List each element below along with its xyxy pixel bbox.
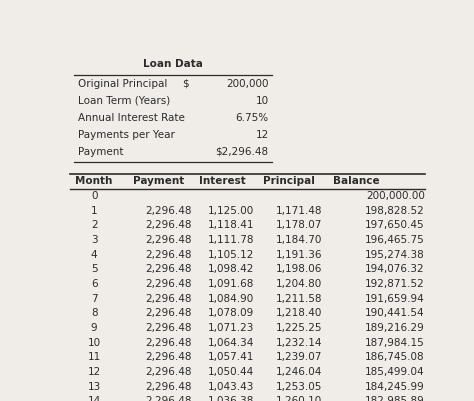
Text: 1,064.34: 1,064.34 (208, 338, 254, 348)
Text: 2,296.48: 2,296.48 (145, 308, 191, 318)
Text: Payment: Payment (78, 147, 123, 157)
Text: 1: 1 (91, 206, 98, 216)
Text: 12: 12 (255, 130, 269, 140)
Text: 1,184.70: 1,184.70 (275, 235, 322, 245)
Text: 2,296.48: 2,296.48 (145, 235, 191, 245)
Text: Original Principal: Original Principal (78, 79, 167, 89)
Text: 1,225.25: 1,225.25 (275, 323, 322, 333)
Text: 2,296.48: 2,296.48 (145, 279, 191, 289)
Text: 10: 10 (255, 96, 269, 106)
Text: 6.75%: 6.75% (236, 113, 269, 123)
Text: 182,985.89: 182,985.89 (365, 396, 425, 401)
Text: 1,204.80: 1,204.80 (276, 279, 322, 289)
Text: 194,076.32: 194,076.32 (365, 264, 425, 274)
Text: 12: 12 (88, 367, 101, 377)
Text: 1,125.00: 1,125.00 (208, 206, 254, 216)
Text: 8: 8 (91, 308, 98, 318)
Text: 2: 2 (91, 220, 98, 230)
Text: 1,111.78: 1,111.78 (208, 235, 254, 245)
Text: 187,984.15: 187,984.15 (365, 338, 425, 348)
Text: 1,218.40: 1,218.40 (275, 308, 322, 318)
Text: Loan Data: Loan Data (143, 59, 203, 69)
Text: 1,253.05: 1,253.05 (275, 382, 322, 392)
Text: 1,078.09: 1,078.09 (208, 308, 254, 318)
Text: 1,036.38: 1,036.38 (208, 396, 254, 401)
Text: 2,296.48: 2,296.48 (145, 220, 191, 230)
Text: 197,650.45: 197,650.45 (365, 220, 425, 230)
Text: Principal: Principal (263, 176, 315, 186)
Text: 1,198.06: 1,198.06 (275, 264, 322, 274)
Text: 186,745.08: 186,745.08 (365, 352, 425, 362)
Text: 184,245.99: 184,245.99 (365, 382, 425, 392)
Text: 13: 13 (88, 382, 101, 392)
Text: 200,000.00: 200,000.00 (366, 191, 425, 201)
Text: 189,216.29: 189,216.29 (365, 323, 425, 333)
Text: 195,274.38: 195,274.38 (365, 249, 425, 259)
Text: 198,828.52: 198,828.52 (365, 206, 425, 216)
Text: 2,296.48: 2,296.48 (145, 352, 191, 362)
Text: 1,118.41: 1,118.41 (208, 220, 254, 230)
Text: 2,296.48: 2,296.48 (145, 323, 191, 333)
Text: 0: 0 (91, 191, 97, 201)
Text: 2,296.48: 2,296.48 (145, 249, 191, 259)
Text: 1,043.43: 1,043.43 (208, 382, 254, 392)
Text: Payment: Payment (133, 176, 184, 186)
Text: 14: 14 (88, 396, 101, 401)
Text: 192,871.52: 192,871.52 (365, 279, 425, 289)
Text: 4: 4 (91, 249, 98, 259)
Text: 2,296.48: 2,296.48 (145, 294, 191, 304)
Text: 1,171.48: 1,171.48 (275, 206, 322, 216)
Text: 1,091.68: 1,091.68 (208, 279, 254, 289)
Text: Balance: Balance (334, 176, 380, 186)
Text: Annual Interest Rate: Annual Interest Rate (78, 113, 184, 123)
Text: Interest: Interest (200, 176, 246, 186)
Text: 1,071.23: 1,071.23 (208, 323, 254, 333)
Text: 7: 7 (91, 294, 98, 304)
Text: 185,499.04: 185,499.04 (365, 367, 425, 377)
Text: $2,296.48: $2,296.48 (216, 147, 269, 157)
Text: Month: Month (75, 176, 113, 186)
Text: 1,084.90: 1,084.90 (208, 294, 254, 304)
Text: Loan Term (Years): Loan Term (Years) (78, 96, 170, 106)
Text: 1,105.12: 1,105.12 (208, 249, 254, 259)
Text: 5: 5 (91, 264, 98, 274)
Text: 10: 10 (88, 338, 100, 348)
Text: 2,296.48: 2,296.48 (145, 367, 191, 377)
Text: 9: 9 (91, 323, 98, 333)
Text: 1,057.41: 1,057.41 (208, 352, 254, 362)
Text: 1,260.10: 1,260.10 (276, 396, 322, 401)
Text: 2,296.48: 2,296.48 (145, 396, 191, 401)
Text: 11: 11 (88, 352, 101, 362)
Text: $: $ (182, 79, 189, 89)
Text: 196,465.75: 196,465.75 (365, 235, 425, 245)
Text: 1,098.42: 1,098.42 (208, 264, 254, 274)
Text: 1,211.58: 1,211.58 (275, 294, 322, 304)
Text: 1,050.44: 1,050.44 (208, 367, 254, 377)
Text: 1,239.07: 1,239.07 (275, 352, 322, 362)
Text: 1,232.14: 1,232.14 (275, 338, 322, 348)
Text: 190,441.54: 190,441.54 (365, 308, 425, 318)
Text: 3: 3 (91, 235, 98, 245)
Text: Payments per Year: Payments per Year (78, 130, 174, 140)
Text: 2,296.48: 2,296.48 (145, 338, 191, 348)
Text: 6: 6 (91, 279, 98, 289)
Text: 191,659.94: 191,659.94 (365, 294, 425, 304)
Text: 2,296.48: 2,296.48 (145, 206, 191, 216)
Text: 1,191.36: 1,191.36 (275, 249, 322, 259)
Text: 1,178.07: 1,178.07 (275, 220, 322, 230)
Text: 2,296.48: 2,296.48 (145, 382, 191, 392)
Text: 2,296.48: 2,296.48 (145, 264, 191, 274)
Text: 200,000: 200,000 (226, 79, 269, 89)
Text: 1,246.04: 1,246.04 (275, 367, 322, 377)
